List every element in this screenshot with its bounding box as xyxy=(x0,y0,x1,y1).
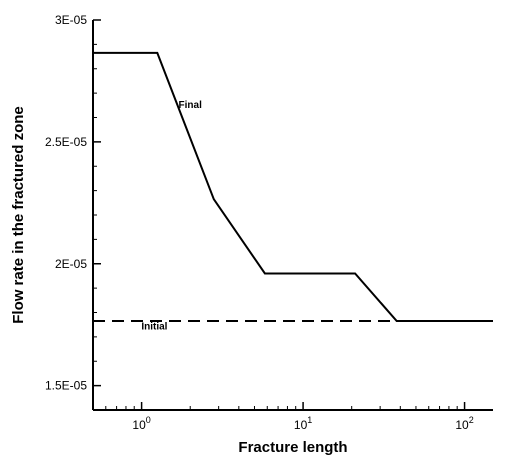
plot-area xyxy=(93,51,493,322)
x-tick-label: 101 xyxy=(294,415,312,432)
y-tick-label: 1.5E-05 xyxy=(45,379,87,393)
y-axis-title: Flow rate in the fractured zone xyxy=(10,106,27,324)
annotation-final: Final xyxy=(179,100,203,111)
annotation-initial: Initial xyxy=(141,322,167,333)
series-line-final xyxy=(93,51,493,322)
y-tick-label: 2E-05 xyxy=(55,257,87,271)
x-tick-label: 100 xyxy=(132,415,150,432)
x-axis-title: Fracture length xyxy=(238,439,347,456)
axes xyxy=(92,19,493,411)
y-tick-label: 3E-05 xyxy=(55,13,87,27)
x-tick-label: 102 xyxy=(455,415,473,432)
labels: 1.5E-05 2E-05 2.5E-05 3E-05 100 101 102 Final In… xyxy=(10,13,474,456)
y-tick-label: 2.5E-05 xyxy=(45,135,87,149)
